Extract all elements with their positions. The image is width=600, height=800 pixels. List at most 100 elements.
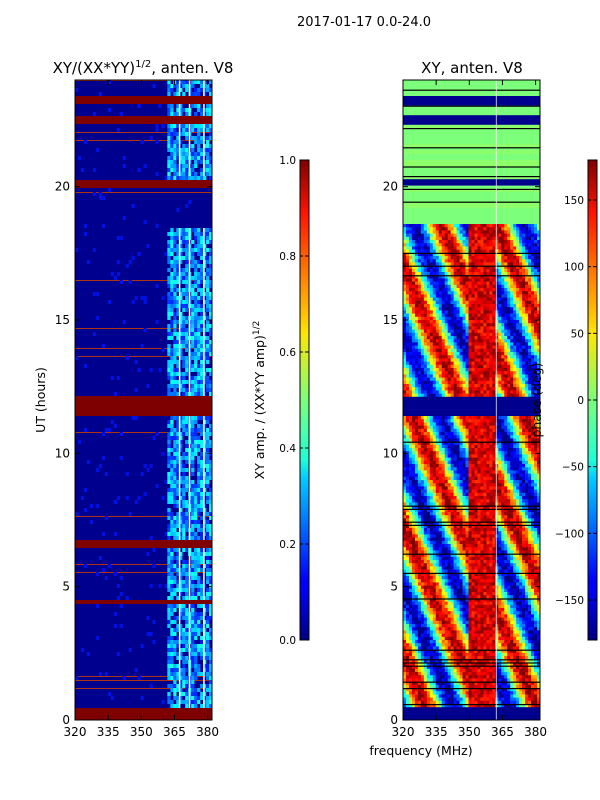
heatmap-cell — [176, 92, 180, 97]
heatmap-cell — [474, 233, 478, 238]
heatmap-row — [75, 432, 212, 437]
heatmap-cell — [414, 294, 419, 298]
flagged-channel — [188, 144, 191, 149]
heatmap-cell — [450, 364, 454, 369]
heatmap-cell — [462, 326, 466, 330]
flagged-channel — [203, 144, 205, 149]
heatmap-cell — [471, 291, 475, 295]
heatmap-cell — [113, 500, 117, 505]
heatmap-cell — [465, 377, 469, 382]
heatmap-cell — [516, 265, 520, 270]
heatmap-cell — [525, 294, 529, 298]
heatmap-cell — [486, 294, 490, 298]
heatmap-cell — [167, 328, 171, 333]
heatmap-cell — [95, 316, 100, 321]
heatmap-cell — [435, 380, 440, 385]
heatmap-cell — [459, 326, 463, 330]
heatmap-cell — [525, 300, 529, 305]
heatmap-cell — [185, 260, 189, 265]
heatmap-cell — [474, 256, 478, 260]
heatmap-cell — [197, 376, 201, 381]
heatmap-cell — [525, 265, 529, 270]
heatmap-cell — [486, 345, 490, 350]
heatmap-cell — [537, 307, 541, 311]
heatmap-cell — [480, 364, 484, 369]
heatmap-cell — [519, 297, 523, 302]
heatmap-cell — [459, 320, 463, 324]
heatmap-cell — [182, 144, 186, 149]
heatmap-cell — [170, 428, 174, 433]
heatmap-cell — [462, 339, 466, 343]
heatmap-cell — [179, 528, 183, 533]
flagged-channel — [188, 156, 191, 161]
heatmap-cell — [203, 300, 207, 305]
heatmap-cell — [200, 596, 204, 601]
heatmap-cell — [510, 345, 514, 350]
heatmap-cell — [194, 176, 198, 181]
heatmap-row — [75, 668, 212, 673]
heatmap-cell — [203, 624, 207, 629]
heatmap-cell — [423, 227, 428, 231]
heatmap-cell — [206, 596, 210, 601]
heatmap-cell — [453, 262, 457, 266]
heatmap-cell — [405, 294, 410, 298]
heatmap-cell — [432, 387, 437, 391]
heatmap-cell — [465, 316, 469, 321]
heatmap-cell — [426, 310, 431, 314]
heatmap-cell — [200, 428, 204, 433]
heatmap-cell — [510, 227, 514, 231]
heatmap-cell — [477, 265, 481, 270]
heatmap-cell — [107, 108, 112, 113]
flagged-channel — [203, 664, 205, 669]
heatmap-cell — [438, 332, 443, 337]
heatmap-cell — [450, 281, 454, 286]
flagged-channel — [188, 388, 191, 393]
heatmap-cell — [471, 358, 475, 362]
heatmap-cell — [510, 243, 514, 247]
heatmap-cell — [444, 278, 448, 282]
heatmap-cell — [182, 516, 186, 521]
heatmap-cell — [462, 240, 466, 244]
heatmap-cell — [504, 256, 508, 260]
heatmap-cell — [182, 536, 186, 541]
heatmap-cell — [191, 144, 195, 149]
heatmap-cell — [200, 648, 204, 653]
heatmap-cell — [510, 246, 514, 250]
heatmap-cell — [462, 364, 466, 369]
heatmap-cell — [176, 456, 180, 461]
heatmap-cell — [456, 304, 460, 308]
heatmap-cell — [474, 393, 478, 398]
heatmap-cell — [471, 307, 475, 311]
heatmap-cell — [152, 84, 156, 89]
heatmap-cell — [209, 248, 213, 253]
heatmap-row — [75, 640, 212, 645]
heatmap-row — [75, 612, 212, 617]
heatmap-cell — [423, 377, 428, 382]
heatmap-cell — [170, 88, 174, 93]
heatmap-cell — [492, 352, 496, 356]
heatmap-cell — [492, 252, 496, 257]
heatmap-cell — [200, 360, 204, 365]
heatmap-cell — [191, 464, 195, 469]
heatmap-cell — [456, 361, 460, 366]
heatmap-cell — [429, 374, 434, 378]
flagged-channel — [188, 248, 191, 253]
heatmap-cell — [182, 692, 186, 697]
heatmap-cell — [167, 176, 171, 181]
heatmap-cell — [534, 307, 538, 311]
heatmap-cell — [498, 297, 502, 302]
heatmap-cell — [200, 640, 204, 645]
heatmap-cell — [200, 692, 204, 697]
heatmap-cell — [441, 352, 445, 356]
heatmap-cell — [182, 332, 186, 337]
heatmap-cell — [209, 628, 213, 633]
heatmap-cell — [537, 256, 541, 260]
heatmap-cell — [179, 160, 183, 165]
heatmap-cell — [95, 468, 100, 473]
heatmap-row — [75, 176, 212, 181]
heatmap-cell — [501, 304, 505, 308]
heatmap-cell — [182, 340, 186, 345]
heatmap-cell — [459, 288, 463, 292]
heatmap-cell — [197, 316, 201, 321]
flagged-channel — [188, 620, 191, 625]
